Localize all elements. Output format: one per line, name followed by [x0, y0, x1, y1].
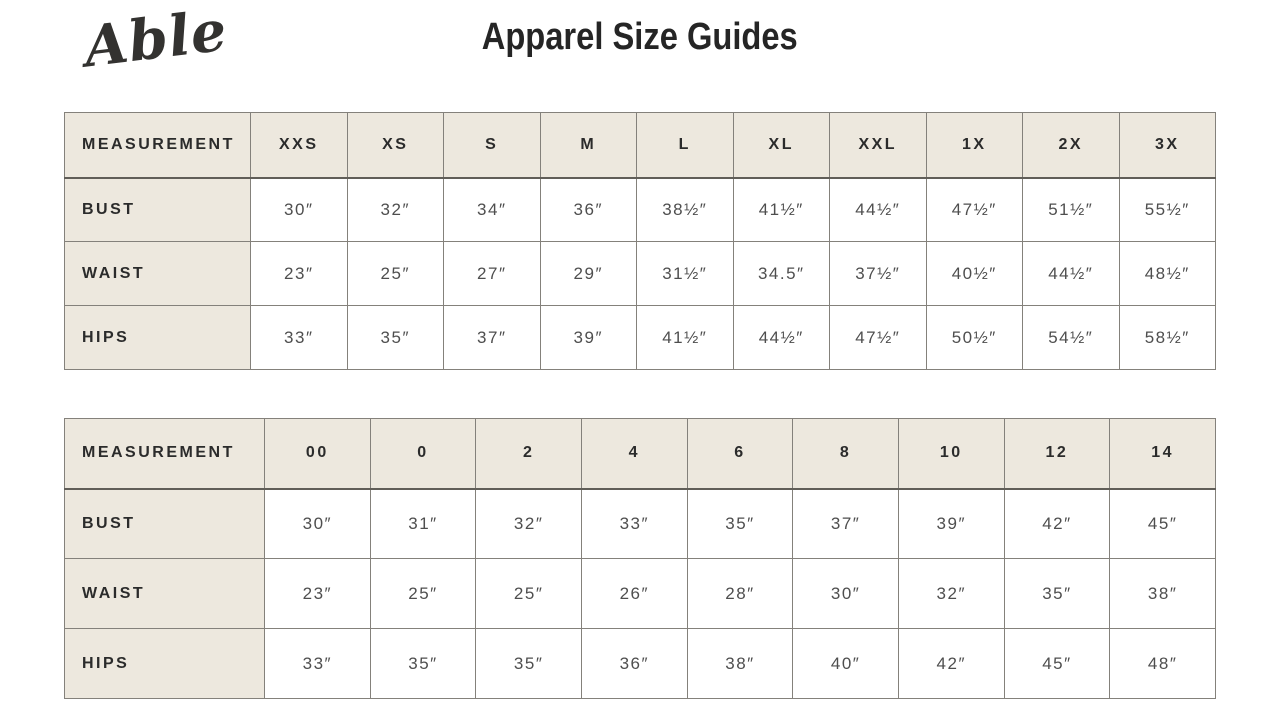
size-value: 23″ — [264, 558, 371, 629]
measurement-row: WAIST 23″ 25″ 25″ 26″ 28″ 30″ 32″ 35″ 38″ — [64, 558, 1216, 629]
row-label: HIPS — [64, 628, 265, 699]
row-label: BUST — [64, 177, 251, 242]
size-column-header: S — [443, 112, 541, 179]
size-value: 39″ — [539, 305, 637, 370]
size-column-header: 1X — [925, 112, 1023, 179]
page-title-wrap: Apparel Size Guides — [0, 16, 1280, 59]
size-value: 54½″ — [1022, 305, 1120, 370]
size-column-header: 0 — [369, 418, 477, 490]
size-column-header: 00 — [264, 418, 371, 490]
size-column-header: 3X — [1118, 112, 1216, 179]
size-value: 51½″ — [1022, 177, 1120, 242]
measurement-column-header: MEASUREMENT — [64, 418, 265, 490]
size-value: 36″ — [539, 177, 637, 242]
size-value: 33″ — [250, 305, 348, 370]
size-value: 35″ — [369, 628, 477, 699]
header-row: MEASUREMENT XXS XS S M L XL XXL 1X 2X 3X — [64, 112, 1216, 179]
size-value: 48″ — [1109, 628, 1216, 699]
size-value: 55½″ — [1118, 177, 1216, 242]
size-value: 35″ — [346, 305, 444, 370]
size-value: 23″ — [250, 241, 348, 306]
measurement-row: HIPS 33″ 35″ 35″ 36″ 38″ 40″ 42″ 45″ 48″ — [64, 628, 1216, 699]
size-column-header: XS — [346, 112, 444, 179]
size-column-header: XXL — [829, 112, 927, 179]
measurement-row: HIPS 33″ 35″ 37″ 39″ 41½″ 44½″ 47½″ 50½″ 54½″ 58½″ — [64, 305, 1216, 370]
size-value: 34″ — [443, 177, 541, 242]
size-column-header: 4 — [580, 418, 688, 490]
size-value: 44½″ — [1022, 241, 1120, 306]
size-value: 40½″ — [925, 241, 1023, 306]
size-value: 30″ — [792, 558, 899, 629]
size-column-header: 12 — [1003, 418, 1111, 490]
header-row: MEASUREMENT 00 0 2 4 6 8 10 12 14 — [64, 418, 1216, 490]
measurement-column-header: MEASUREMENT — [64, 112, 251, 179]
row-label: WAIST — [64, 558, 265, 629]
size-value: 32″ — [346, 177, 444, 242]
size-value: 31½″ — [636, 241, 734, 306]
size-value: 35″ — [1003, 558, 1111, 629]
size-value: 31″ — [369, 488, 477, 559]
size-column-header: 8 — [792, 418, 899, 490]
size-value: 30″ — [250, 177, 348, 242]
size-value: 32″ — [897, 558, 1005, 629]
row-label: HIPS — [64, 305, 251, 370]
size-value: 34.5″ — [732, 241, 830, 306]
size-value: 33″ — [580, 488, 688, 559]
row-label: WAIST — [64, 241, 251, 306]
size-column-header: XL — [732, 112, 830, 179]
size-value: 29″ — [539, 241, 637, 306]
size-column-header: 6 — [686, 418, 794, 490]
numeric-size-guide-table: MEASUREMENT 00 0 2 4 6 8 10 12 14 BUST 30″ 31″ 32″ 33″… — [64, 418, 1216, 699]
size-value: 37″ — [792, 488, 899, 559]
size-value: 25″ — [369, 558, 477, 629]
letter-size-guide-table: MEASUREMENT XXS XS S M L XL XXL 1X 2X 3X BUST 30″ 32″… — [64, 112, 1216, 370]
size-value: 38″ — [1109, 558, 1216, 629]
size-value: 44½″ — [732, 305, 830, 370]
size-value: 44½″ — [829, 177, 927, 242]
size-value: 38½″ — [636, 177, 734, 242]
size-value: 38″ — [686, 628, 794, 699]
size-value: 27″ — [443, 241, 541, 306]
size-value: 30″ — [264, 488, 371, 559]
size-column-header: 10 — [897, 418, 1005, 490]
size-value: 37½″ — [829, 241, 927, 306]
size-value: 41½″ — [636, 305, 734, 370]
size-value: 42″ — [897, 628, 1005, 699]
size-column-header: L — [636, 112, 734, 179]
size-value: 33″ — [264, 628, 371, 699]
size-column-header: XXS — [250, 112, 348, 179]
row-label: BUST — [64, 488, 265, 559]
measurement-row: WAIST 23″ 25″ 27″ 29″ 31½″ 34.5″ 37½″ 40½″ 44½″ 48… — [64, 241, 1216, 306]
size-value: 32″ — [475, 488, 582, 559]
size-column-header: 14 — [1109, 418, 1216, 490]
size-value: 39″ — [897, 488, 1005, 559]
size-value: 47½″ — [829, 305, 927, 370]
measurement-row: BUST 30″ 32″ 34″ 36″ 38½″ 41½″ 44½″ 47½″ 51½″ 55½″ — [64, 177, 1216, 242]
size-value: 45″ — [1003, 628, 1111, 699]
size-column-header: 2X — [1022, 112, 1120, 179]
size-value: 40″ — [792, 628, 899, 699]
size-value: 25″ — [475, 558, 582, 629]
size-value: 50½″ — [925, 305, 1023, 370]
size-value: 45″ — [1109, 488, 1216, 559]
size-value: 47½″ — [925, 177, 1023, 242]
size-value: 36″ — [580, 628, 688, 699]
size-value: 35″ — [475, 628, 582, 699]
measurement-row: BUST 30″ 31″ 32″ 33″ 35″ 37″ 39″ 42″ 45″ — [64, 488, 1216, 559]
size-value: 25″ — [346, 241, 444, 306]
size-value: 37″ — [443, 305, 541, 370]
size-value: 26″ — [580, 558, 688, 629]
size-column-header: M — [539, 112, 637, 179]
size-value: 35″ — [686, 488, 794, 559]
size-value: 41½″ — [732, 177, 830, 242]
page-title: Apparel Size Guides — [481, 16, 798, 58]
size-value: 28″ — [686, 558, 794, 629]
size-column-header: 2 — [475, 418, 582, 490]
size-value: 48½″ — [1118, 241, 1216, 306]
size-value: 42″ — [1003, 488, 1111, 559]
size-value: 58½″ — [1118, 305, 1216, 370]
